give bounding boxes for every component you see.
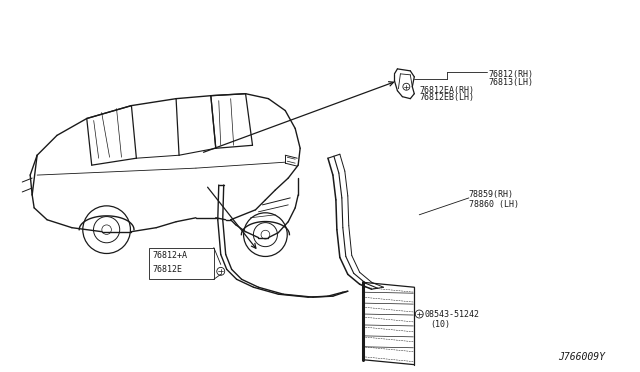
Text: 08543-51242: 08543-51242 <box>424 310 479 319</box>
Text: 76812EB(LH): 76812EB(LH) <box>419 93 474 102</box>
Text: (10): (10) <box>430 320 450 329</box>
Text: 78860 (LH): 78860 (LH) <box>469 200 519 209</box>
Text: 76812+A: 76812+A <box>152 251 188 260</box>
Text: J766009Y: J766009Y <box>558 352 605 362</box>
Bar <box>149 247 214 279</box>
Text: 76812E: 76812E <box>152 265 182 274</box>
Text: 76812(RH): 76812(RH) <box>489 70 534 79</box>
Text: 76813(LH): 76813(LH) <box>489 78 534 87</box>
Text: 78859(RH): 78859(RH) <box>469 190 514 199</box>
Text: 76812EA(RH): 76812EA(RH) <box>419 86 474 95</box>
